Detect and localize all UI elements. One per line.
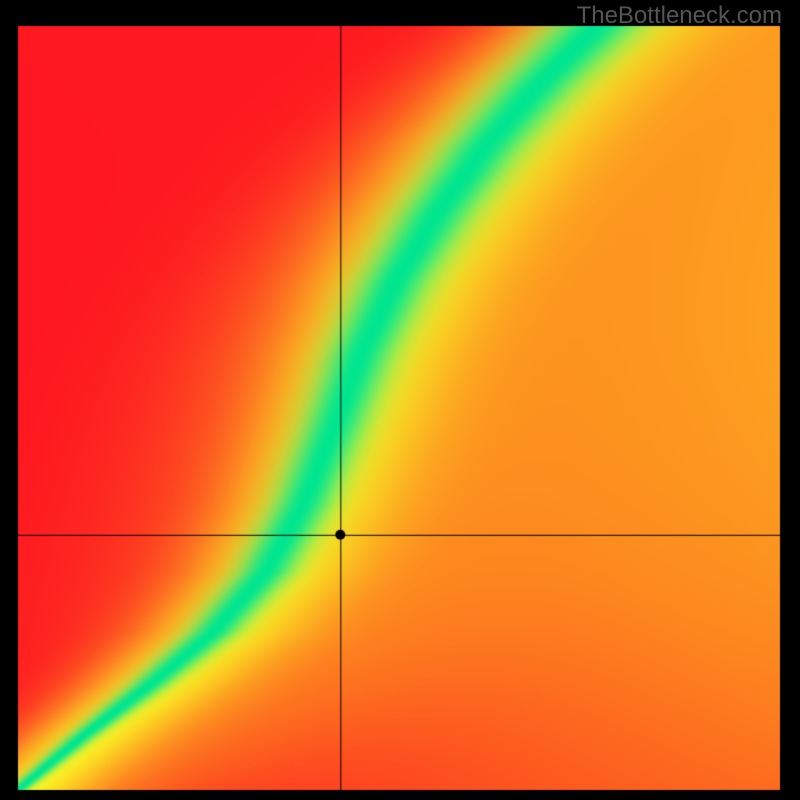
watermark-text: TheBottleneck.com <box>577 2 782 30</box>
heatmap-canvas <box>0 0 800 800</box>
chart-container: TheBottleneck.com <box>0 0 800 800</box>
